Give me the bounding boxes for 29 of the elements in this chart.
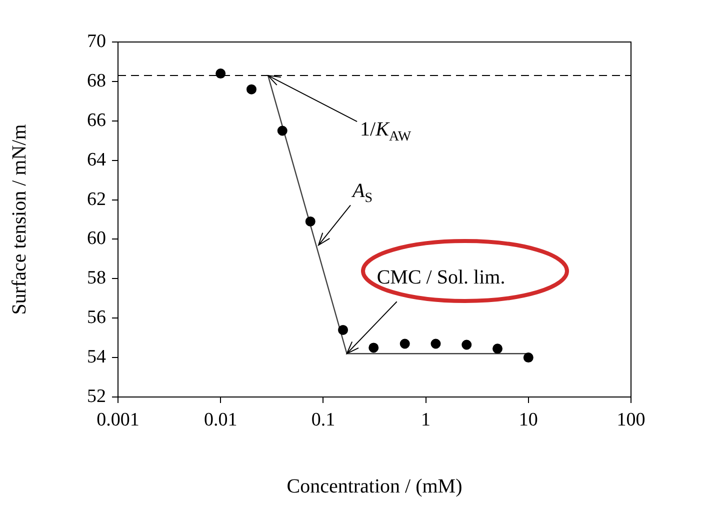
y-tick-label: 70 <box>87 30 106 52</box>
x-tick-label: 100 <box>616 409 646 430</box>
point <box>338 324 348 335</box>
y-tick-label: 52 <box>87 386 106 407</box>
x-tick-label: 0.1 <box>311 409 336 430</box>
y-tick-label: 56 <box>87 307 106 328</box>
y-tick-label: 60 <box>87 228 106 250</box>
point <box>492 344 503 354</box>
point <box>400 338 410 349</box>
point <box>368 342 379 353</box>
y-tick-label: 54 <box>87 346 106 368</box>
x-axis-title: Concentration / (mM) <box>286 475 462 498</box>
y-tick-label: 68 <box>87 70 106 92</box>
annotation: CMC / Sol. lim. <box>376 266 506 289</box>
point <box>216 68 226 79</box>
x-tick-label: 0.01 <box>204 409 238 430</box>
y-tick-label: 62 <box>87 188 106 210</box>
x-tick-label: 0.001 <box>96 409 140 430</box>
y-tick-label: 66 <box>87 110 106 131</box>
y-tick-label: 58 <box>87 268 106 289</box>
x-tick-label: 10 <box>518 409 538 430</box>
y-tick-label: 64 <box>87 149 106 170</box>
x-tick-label: 1 <box>421 409 431 430</box>
point <box>277 126 288 136</box>
y-axis-title: Surface tension / mN/m <box>8 124 30 315</box>
point <box>246 84 256 94</box>
point <box>523 352 534 363</box>
point <box>430 338 441 349</box>
point <box>462 340 472 350</box>
